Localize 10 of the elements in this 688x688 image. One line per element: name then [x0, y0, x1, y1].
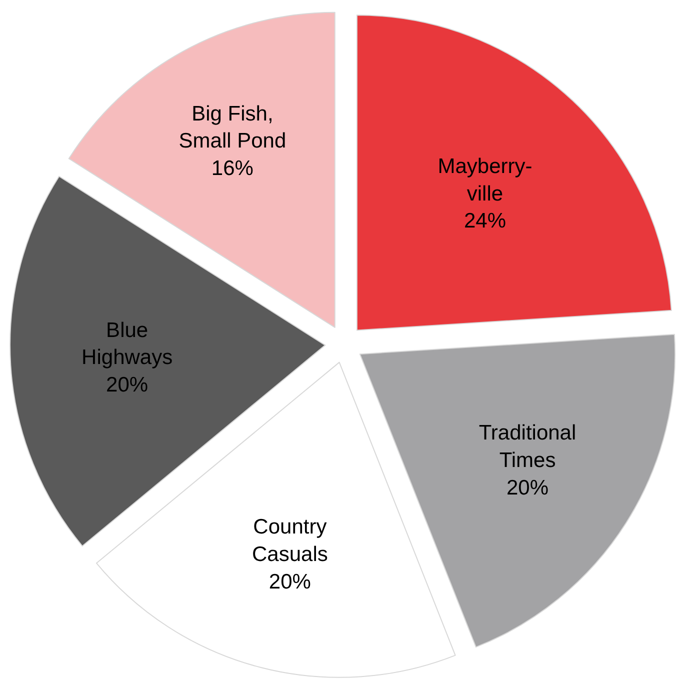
slice-label: Blue Highways — [82, 318, 173, 370]
data-label: 24% — [464, 210, 506, 233]
slice-label: Traditional Times — [478, 422, 576, 472]
data-label: 16% — [211, 156, 254, 180]
slice-label: Country Casuals — [252, 516, 328, 566]
data-label: 20% — [106, 373, 148, 396]
data-label: 20% — [268, 570, 311, 594]
slice-label: Big Fish, Small Pond — [178, 102, 286, 153]
slice-label: Mayberry-ville — [438, 155, 532, 206]
data-label: 20% — [506, 476, 549, 500]
